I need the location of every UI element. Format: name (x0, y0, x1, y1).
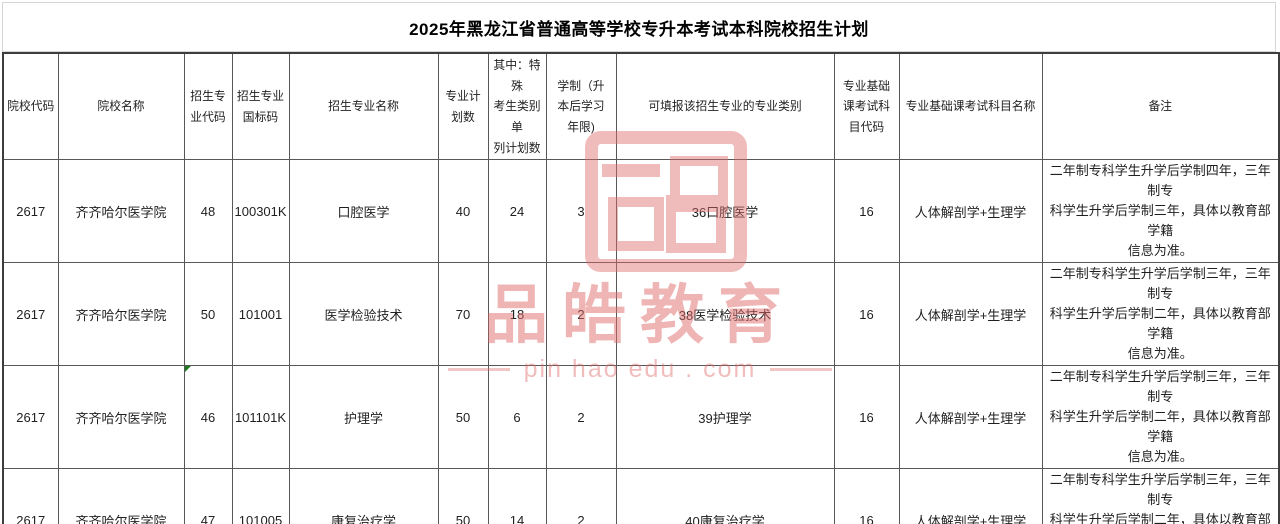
cell-major_name: 康复治疗学 (288, 468, 439, 524)
cell-remarks: 二年制专科学生升学后学制三年，三年制专 科学生升学后学制二年，具体以教育部学籍 … (1041, 262, 1280, 367)
cell-college_code: 2617 (2, 365, 59, 470)
cell-college_code: 2617 (2, 262, 59, 367)
cell-base_subject_name: 人体解剖学+生理学 (898, 159, 1043, 264)
column-header-base_subject_name: 专业基础课考试科目名称 (898, 52, 1043, 161)
column-header-remarks: 备注 (1041, 52, 1280, 161)
table-body: 2617 齐齐哈尔医学院 48 100301K 口腔医学 40 24 3 36口腔医学 16 人体解… (2, 159, 1280, 524)
column-header-national_std_code: 招生专业 国标码 (231, 52, 290, 161)
cell-study_years: 2 (545, 468, 617, 524)
cell-major_code: 47 (183, 468, 233, 524)
cell-major_name: 护理学 (288, 365, 439, 470)
table-row: 2617 齐齐哈尔医学院 46 101101K 护理学 50 6 2 39护理学 16 人体解剖学+… (2, 365, 1280, 470)
cell-special_plan: 6 (487, 365, 547, 470)
header-row: 院校代码 院校名称 招生专 业代码 招生专业 国标码 招生专业名称 专业计 划数 其中：特殊… (2, 52, 1280, 161)
cell-plan_total: 50 (437, 468, 489, 524)
cell-college_code: 2617 (2, 468, 59, 524)
cell-national_std_code: 101005 (231, 468, 290, 524)
cell-college_code: 2617 (2, 159, 59, 264)
cell-remarks: 二年制专科学生升学后学制三年，三年制专 科学生升学后学制二年，具体以教育部学籍 … (1041, 468, 1280, 524)
column-header-eligible_categories: 可填报该招生专业的专业类别 (615, 52, 835, 161)
cell-special_plan: 18 (487, 262, 547, 367)
page-title: 2025年黑龙江省普通高等学校专升本考试本科院校招生计划 (409, 19, 869, 39)
cell-major_name: 口腔医学 (288, 159, 439, 264)
cell-eligible_categories: 36口腔医学 (615, 159, 835, 264)
column-header-major_name: 招生专业名称 (288, 52, 439, 161)
cell-base_subject_name: 人体解剖学+生理学 (898, 365, 1043, 470)
cell-base_subject_name: 人体解剖学+生理学 (898, 468, 1043, 524)
cell-major_code: 50 (183, 262, 233, 367)
column-header-plan_total: 专业计 划数 (437, 52, 489, 161)
cell-remarks: 二年制专科学生升学后学制三年，三年制专 科学生升学后学制二年，具体以教育部学籍 … (1041, 365, 1280, 470)
cell-major_name: 医学检验技术 (288, 262, 439, 367)
cell-eligible_categories: 38医学检验技术 (615, 262, 835, 367)
cell-base_subject_code: 16 (833, 365, 900, 470)
cell-remarks: 二年制专科学生升学后学制四年，三年制专 科学生升学后学制三年，具体以教育部学籍 … (1041, 159, 1280, 264)
column-header-study_years: 学制（升 本后学习 年限) (545, 52, 617, 161)
cell-special_plan: 24 (487, 159, 547, 264)
cell-base_subject_code: 16 (833, 262, 900, 367)
column-header-base_subject_code: 专业基础 课考试科 目代码 (833, 52, 900, 161)
cell-major_code: 46 (183, 365, 233, 470)
cell-national_std_code: 100301K (231, 159, 290, 264)
cell-major_code: 48 (183, 159, 233, 264)
cell-error-marker-icon (185, 366, 191, 373)
cell-base_subject_name: 人体解剖学+生理学 (898, 262, 1043, 367)
cell-plan_total: 50 (437, 365, 489, 470)
column-header-special_plan: 其中：特殊 考生类别单 列计划数 (487, 52, 547, 161)
cell-plan_total: 40 (437, 159, 489, 264)
cell-national_std_code: 101001 (231, 262, 290, 367)
cell-study_years: 2 (545, 365, 617, 470)
cell-special_plan: 14 (487, 468, 547, 524)
cell-study_years: 3 (545, 159, 617, 264)
cell-eligible_categories: 40康复治疗学 (615, 468, 835, 524)
cell-college_name: 齐齐哈尔医学院 (57, 365, 185, 470)
column-header-major_code: 招生专 业代码 (183, 52, 233, 161)
column-header-college_name: 院校名称 (57, 52, 185, 161)
cell-eligible_categories: 39护理学 (615, 365, 835, 470)
cell-national_std_code: 101101K (231, 365, 290, 470)
cell-college_name: 齐齐哈尔医学院 (57, 159, 185, 264)
cell-study_years: 2 (545, 262, 617, 367)
title-bar: 2025年黑龙江省普通高等学校专升本考试本科院校招生计划 (2, 2, 1276, 52)
table-row: 2617 齐齐哈尔医学院 47 101005 康复治疗学 50 14 2 40康复治疗学 16 人体… (2, 468, 1280, 524)
table-row: 2617 齐齐哈尔医学院 48 100301K 口腔医学 40 24 3 36口腔医学 16 人体解… (2, 159, 1280, 264)
cell-base_subject_code: 16 (833, 468, 900, 524)
table-row: 2617 齐齐哈尔医学院 50 101001 医学检验技术 70 18 2 38医学检验技术 16… (2, 262, 1280, 367)
cell-college_name: 齐齐哈尔医学院 (57, 262, 185, 367)
column-header-college_code: 院校代码 (2, 52, 59, 161)
cell-plan_total: 70 (437, 262, 489, 367)
plan-table: 院校代码 院校名称 招生专 业代码 招生专业 国标码 招生专业名称 专业计 划数 其中：特殊… (2, 52, 1280, 524)
cell-college_name: 齐齐哈尔医学院 (57, 468, 185, 524)
cell-base_subject_code: 16 (833, 159, 900, 264)
